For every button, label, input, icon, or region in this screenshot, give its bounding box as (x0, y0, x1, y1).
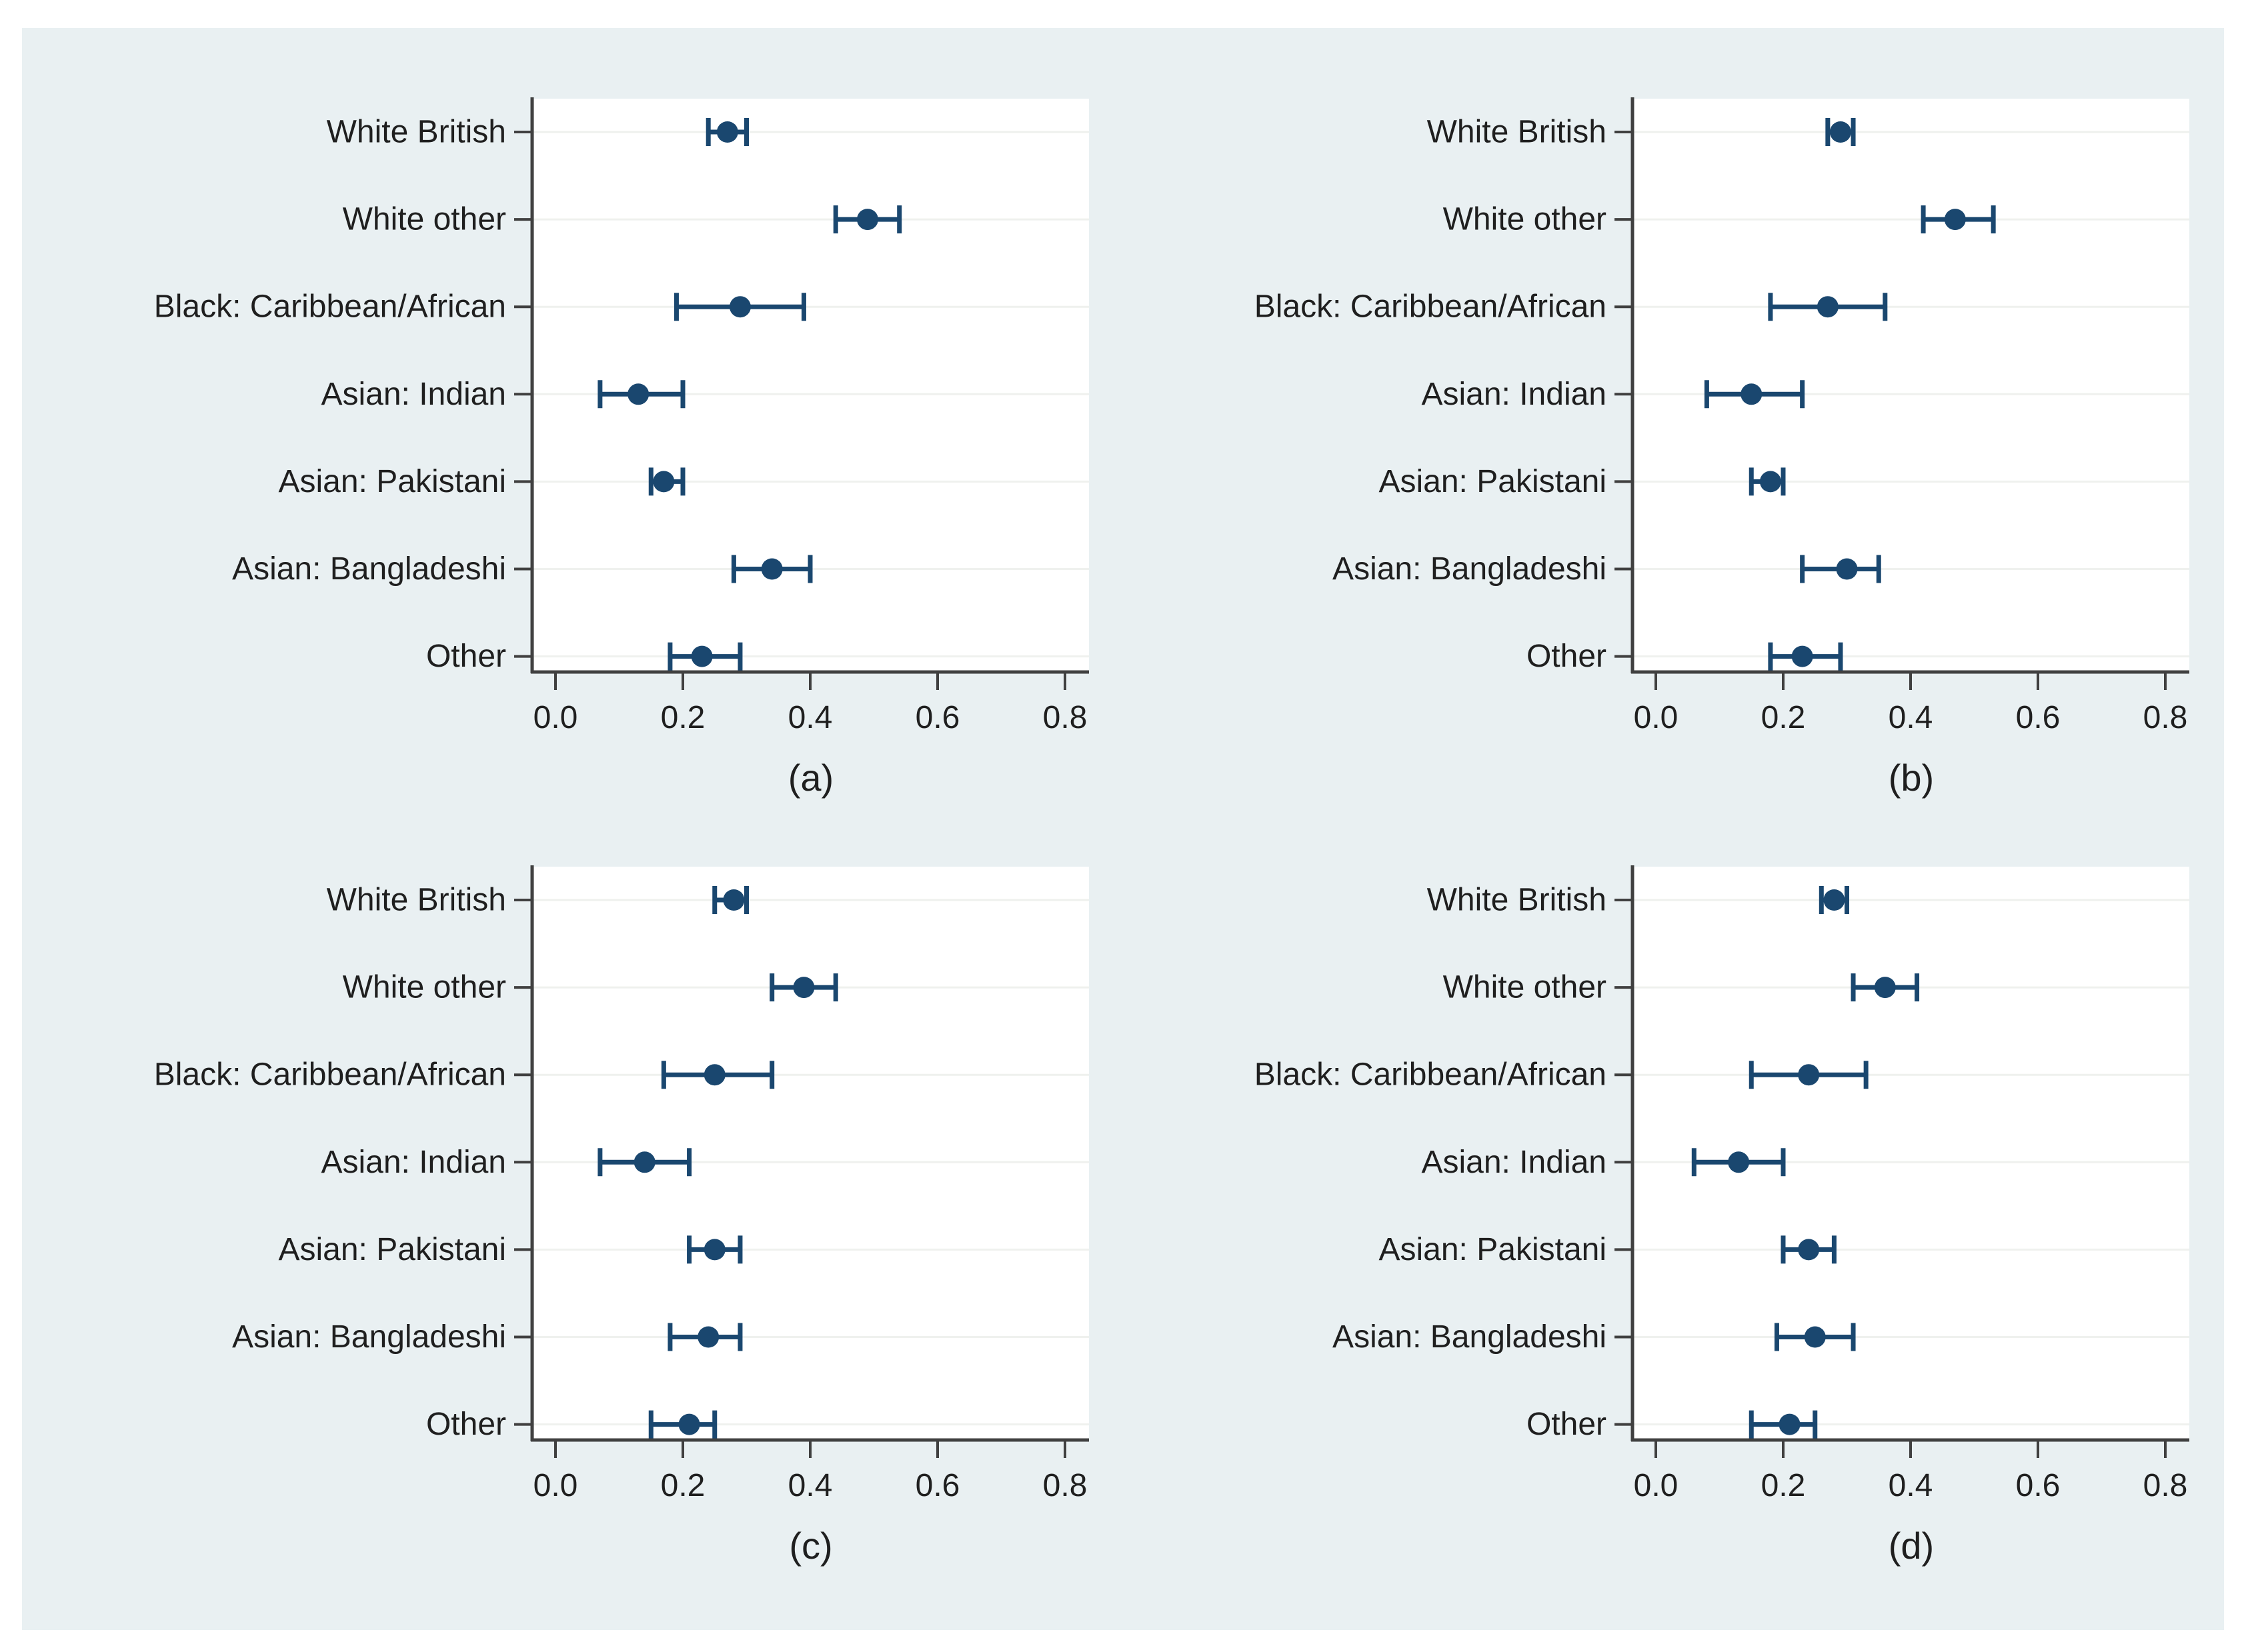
plot-area (532, 99, 1089, 672)
category-label: Black: Caribbean/African (1254, 1057, 1606, 1093)
x-tick-label: 0.4 (1889, 700, 1933, 735)
chart-layer: White British White other Black: Caribbean… (154, 865, 1089, 1503)
estimate-marker (761, 558, 783, 580)
category-label: Asian: Bangladeshi (232, 551, 506, 587)
category-label: Asian: Pakistani (1378, 1232, 1606, 1267)
x-tick-label: 0.6 (916, 700, 960, 735)
estimate-marker (1798, 1064, 1820, 1086)
estimate-marker (723, 889, 745, 911)
chart-layer: White British White other Black: Caribbean… (154, 97, 1089, 735)
category-label: Black: Caribbean/African (1254, 289, 1606, 325)
estimate-marker (729, 296, 751, 318)
dot-plot-a: White British White other Black: Caribbean… (154, 97, 1089, 799)
x-tick-label: 0.2 (661, 1468, 706, 1503)
estimate-marker (1804, 1326, 1826, 1348)
x-tick-label: 0.2 (1761, 1468, 1806, 1503)
panel-caption: (c) (789, 1525, 832, 1567)
category-label: Asian: Bangladeshi (1332, 1319, 1606, 1355)
category-label: White British (1427, 883, 1606, 918)
plot-area (1632, 99, 2189, 672)
x-tick-label: 0.0 (1634, 700, 1678, 735)
estimate-marker (716, 121, 738, 143)
category-label: Black: Caribbean/African (154, 1057, 506, 1093)
x-tick-label: 0.0 (1634, 1468, 1678, 1503)
estimate-marker (1779, 1413, 1801, 1435)
estimate-marker (1791, 645, 1813, 667)
chart-layer: White British White other Black: Caribbean… (1254, 97, 2189, 735)
category-label: White other (1443, 970, 1606, 1005)
category-label: White other (343, 970, 506, 1005)
estimate-marker (704, 1239, 726, 1261)
category-label: Asian: Pakistani (278, 464, 506, 499)
x-tick-label: 0.8 (2143, 700, 2188, 735)
plot-area (1632, 867, 2189, 1440)
category-label: Asian: Bangladeshi (232, 1319, 506, 1355)
estimate-marker (634, 1151, 656, 1173)
category-label: White other (1443, 202, 1606, 237)
estimate-marker (1823, 889, 1845, 911)
panel-caption: (d) (1889, 1525, 1934, 1567)
estimate-marker (698, 1326, 720, 1348)
subplot-c: White British White other Black: Caribbean… (22, 840, 1122, 1607)
subplot-a: White British White other Black: Caribbean… (22, 72, 1122, 839)
x-tick-label: 0.4 (788, 1468, 833, 1503)
category-label: Other (426, 1407, 506, 1442)
x-tick-label: 0.6 (916, 1468, 960, 1503)
estimate-marker (628, 383, 650, 405)
category-label: Asian: Indian (1421, 377, 1606, 412)
subplot-d: White British White other Black: Caribbean… (1122, 840, 2223, 1607)
subplot-grid: White British White other Black: Caribbean… (22, 72, 2223, 1607)
chart-layer: White British White other Black: Caribbean… (1254, 865, 2189, 1503)
x-tick-label: 0.8 (2143, 1468, 2188, 1503)
x-tick-label: 0.4 (788, 700, 833, 735)
dot-plot-d: White British White other Black: Caribbean… (1254, 865, 2189, 1567)
x-tick-label: 0.0 (533, 1468, 578, 1503)
panel-caption: (b) (1889, 757, 1934, 799)
estimate-marker (1728, 1151, 1750, 1173)
x-tick-label: 0.2 (1761, 700, 1806, 735)
estimate-marker (1874, 977, 1896, 999)
subplot-b: White British White other Black: Caribbean… (1122, 72, 2223, 839)
estimate-marker (1817, 296, 1839, 318)
estimate-marker (1836, 558, 1858, 580)
category-label: Asian: Pakistani (1378, 464, 1606, 499)
x-tick-label: 0.4 (1889, 1468, 1933, 1503)
category-label: Other (1526, 639, 1606, 674)
x-tick-label: 0.6 (2016, 700, 2061, 735)
dot-plot-b: White British White other Black: Caribbean… (1254, 97, 2189, 799)
x-tick-label: 0.6 (2016, 1468, 2061, 1503)
category-label: Asian: Indian (321, 1145, 506, 1180)
category-label: Black: Caribbean/African (154, 289, 506, 325)
panel-caption: (a) (788, 757, 834, 799)
category-label: Other (1526, 1407, 1606, 1442)
category-label: White British (327, 883, 506, 918)
x-tick-label: 0.0 (533, 700, 578, 735)
estimate-marker (856, 209, 878, 231)
figure-background: White British White other Black: Caribbean… (22, 28, 2224, 1630)
x-tick-label: 0.2 (661, 700, 706, 735)
estimate-marker (1944, 209, 1966, 231)
estimate-marker (1741, 383, 1763, 405)
x-tick-label: 0.8 (1043, 700, 1088, 735)
plot-area (532, 867, 1089, 1440)
category-label: White other (343, 202, 506, 237)
estimate-marker (793, 977, 815, 999)
estimate-marker (1829, 121, 1851, 143)
category-label: Asian: Indian (321, 377, 506, 412)
x-tick-label: 0.8 (1043, 1468, 1088, 1503)
category-label: Asian: Indian (1421, 1145, 1606, 1180)
category-label: Asian: Pakistani (278, 1232, 506, 1267)
dot-plot-c: White British White other Black: Caribbean… (154, 865, 1089, 1567)
category-label: Other (426, 639, 506, 674)
estimate-marker (691, 645, 713, 667)
estimate-marker (678, 1413, 700, 1435)
estimate-marker (1759, 471, 1781, 493)
estimate-marker (704, 1064, 726, 1086)
estimate-marker (653, 471, 675, 493)
estimate-marker (1798, 1239, 1820, 1261)
category-label: White British (327, 115, 506, 150)
category-label: White British (1427, 115, 1606, 150)
category-label: Asian: Bangladeshi (1332, 551, 1606, 587)
